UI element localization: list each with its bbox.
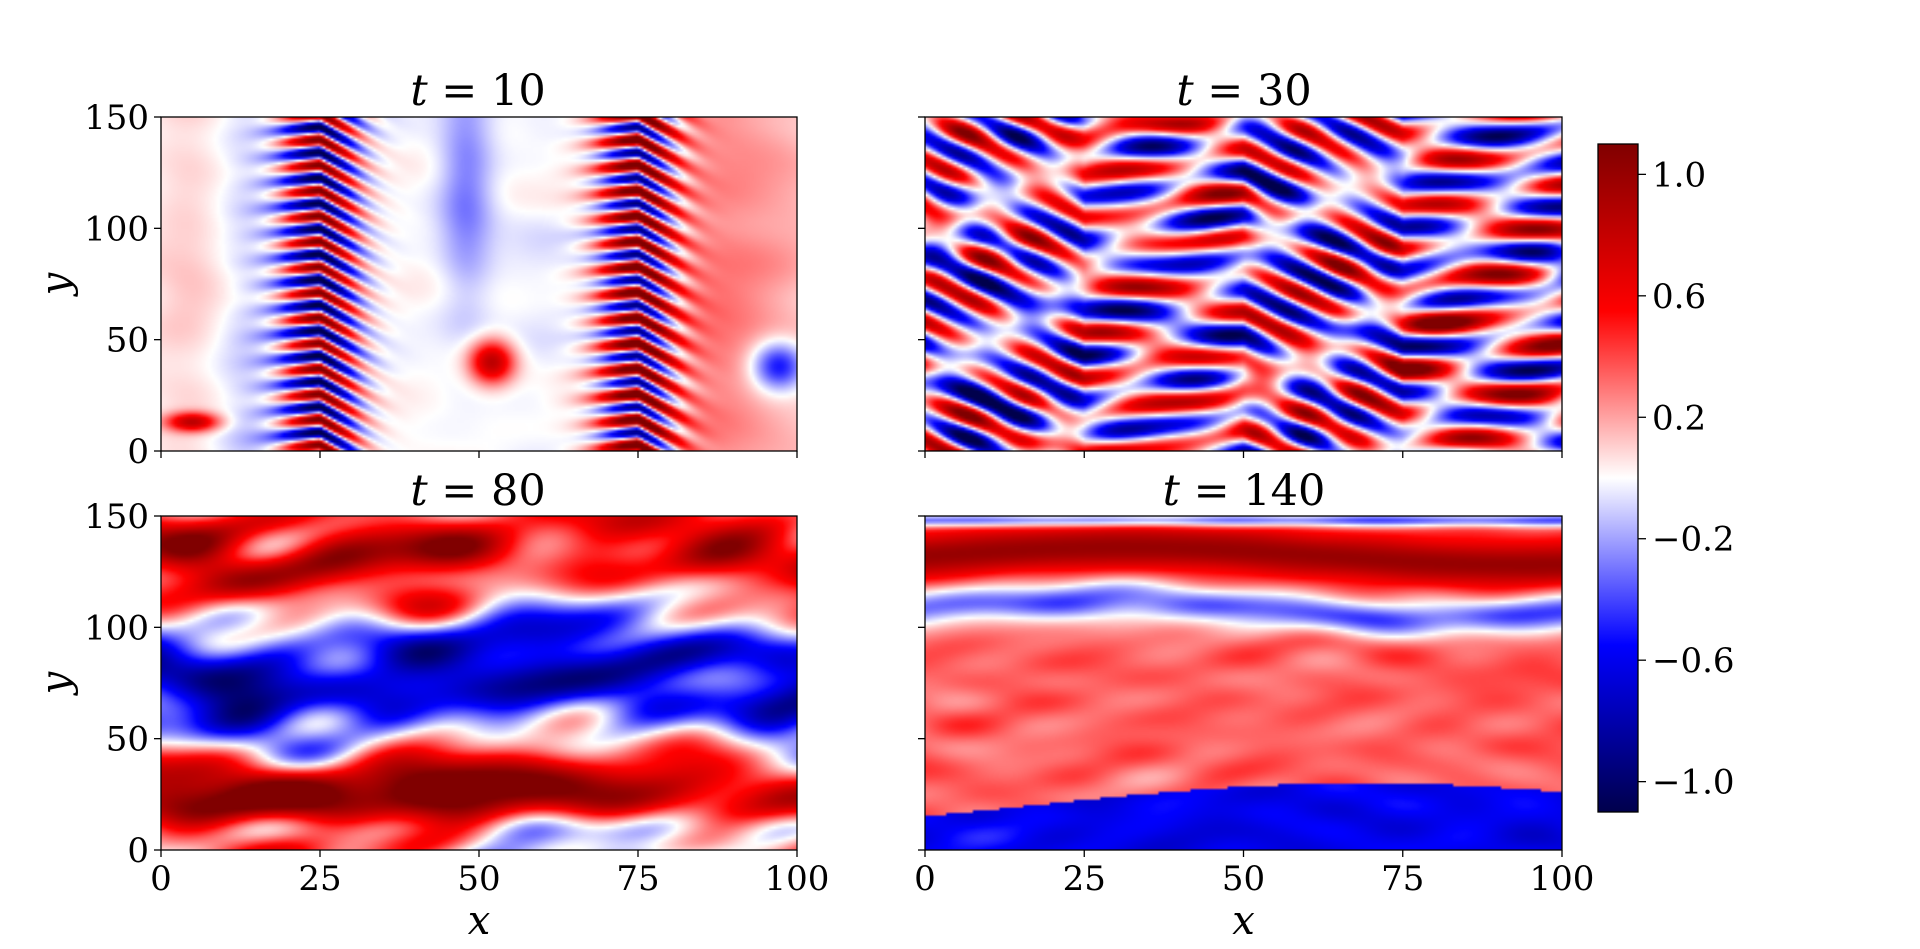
title-value: 80	[491, 466, 546, 516]
colorbar-gradient	[1598, 144, 1638, 812]
y-tick-label: 50	[106, 321, 149, 361]
x-tick-label: 25	[1063, 859, 1106, 899]
title-eq: =	[428, 66, 491, 116]
x-tick-label: 100	[1530, 859, 1595, 899]
title-var: t	[410, 66, 428, 116]
title-value: 10	[491, 66, 546, 116]
y-tick-label: 0	[127, 831, 149, 871]
title-value: 140	[1243, 466, 1325, 516]
heatmap-panel-t10: t = 10 0 50 100 150 y	[33, 66, 798, 472]
y-axis-label: y	[33, 670, 79, 696]
heatmap-image	[161, 516, 797, 850]
y-tick-label: 150	[84, 497, 149, 537]
y-tick-label: 100	[84, 608, 149, 648]
x-axis-label: x	[1232, 898, 1255, 944]
colorbar-tick-label: −0.2	[1652, 520, 1735, 560]
panel-title: t = 140	[1163, 466, 1326, 516]
heatmap-image	[925, 117, 1562, 451]
heatmap-panel-t80: t = 80 0 25 50 75 100 0 50 100 150 x y	[33, 466, 829, 944]
axis-ticks	[918, 116, 1563, 458]
y-tick-label: 50	[106, 720, 149, 760]
heatmap-panel-t30: t = 30	[918, 66, 1563, 458]
x-tick-label: 0	[150, 859, 172, 899]
y-tick-label: 0	[127, 432, 149, 472]
title-var: t	[1176, 66, 1194, 116]
colorbar-tick-label: 1.0	[1652, 155, 1706, 195]
colorbar-tick-label: 0.2	[1652, 398, 1706, 438]
y-axis-label: y	[33, 271, 79, 297]
title-eq: =	[1194, 66, 1257, 116]
colorbar: −1.0 −0.6 −0.2 0.2 0.6 1.0	[1597, 143, 1735, 813]
panel-title: t = 80	[410, 466, 545, 516]
title-eq: =	[1180, 466, 1243, 516]
axis-ticks: 0 25 50 75 100 x	[914, 515, 1595, 944]
y-tick-label: 100	[84, 209, 149, 249]
x-tick-label: 75	[616, 859, 659, 899]
heatmap-panel-t140: t = 140 0 25 50 75 100 x	[914, 466, 1594, 944]
title-eq: =	[428, 466, 491, 516]
x-tick-label: 0	[914, 859, 936, 899]
axis-ticks: 0 25 50 75 100 0 50 100 150 x y	[33, 497, 829, 944]
panel-title: t = 30	[1176, 66, 1311, 116]
x-tick-label: 25	[298, 859, 341, 899]
colorbar-tick-label: −1.0	[1652, 763, 1735, 803]
x-tick-label: 75	[1381, 859, 1424, 899]
x-axis-label: x	[468, 898, 491, 944]
title-value: 30	[1257, 66, 1312, 116]
title-var: t	[1163, 466, 1181, 516]
title-var: t	[410, 466, 428, 516]
axis-ticks: 0 50 100 150 y	[33, 98, 798, 472]
colorbar-tick-label: 0.6	[1652, 277, 1706, 317]
y-tick-label: 150	[84, 98, 149, 138]
x-tick-label: 50	[457, 859, 500, 899]
colorbar-ticks: −1.0 −0.6 −0.2 0.2 0.6 1.0	[1638, 155, 1735, 803]
panel-title: t = 10	[410, 66, 545, 116]
heatmap-image	[161, 117, 797, 451]
colorbar-tick-label: −0.6	[1652, 641, 1735, 681]
heatmap-image	[925, 516, 1562, 850]
colorbar-frame	[1597, 143, 1639, 813]
x-tick-label: 50	[1222, 859, 1265, 899]
x-tick-label: 100	[765, 859, 830, 899]
